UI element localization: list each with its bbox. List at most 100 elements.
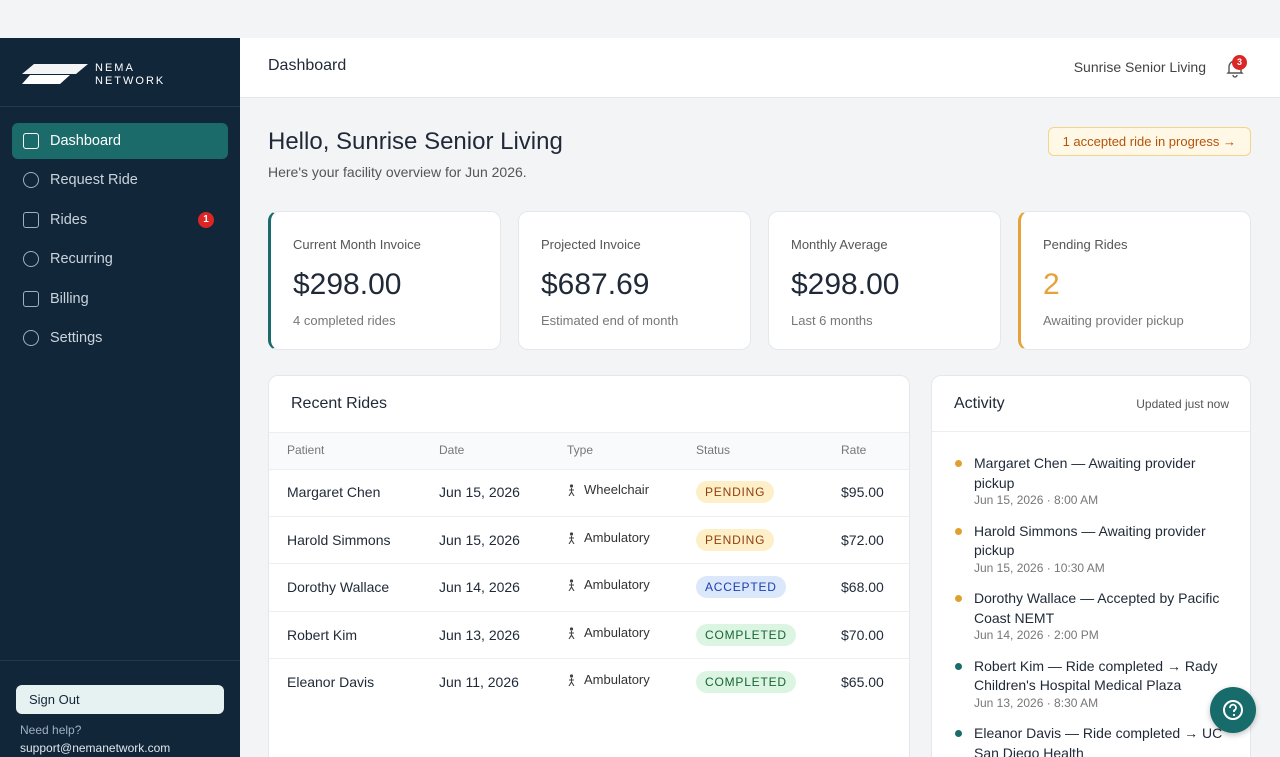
- type-icon: [567, 674, 577, 688]
- stat-card: Monthly Average $298.00 Last 6 months: [768, 211, 1001, 350]
- row-divider: [269, 515, 909, 517]
- greeting-subtitle: Here's your facility overview for Jun 20…: [268, 164, 527, 180]
- column-header: Status: [696, 443, 731, 457]
- activity-dot: [955, 595, 962, 602]
- ride-type: Wheelchair: [584, 482, 650, 497]
- help-text: Need help?: [20, 722, 82, 737]
- nav-icon: [23, 172, 39, 188]
- nav-item[interactable]: Request Ride: [50, 172, 138, 188]
- table-header-bg: [269, 432, 909, 470]
- support-email[interactable]: support@nemanetwork.com: [20, 740, 171, 755]
- rides-panel: Recent Rides Patient Date Type Status Rate Mar…: [268, 375, 910, 757]
- table-cell: Robert Kim: [287, 626, 358, 643]
- row-divider: [269, 658, 909, 659]
- type-icon: [567, 531, 577, 546]
- table-cell: Jun 11, 2026: [439, 674, 519, 690]
- header: [240, 38, 1280, 98]
- card-note: Estimated end of month: [541, 313, 679, 328]
- table-cell: Dorothy Wallace: [287, 579, 390, 595]
- column-header: Type: [567, 443, 594, 457]
- nav-item[interactable]: Settings: [50, 330, 103, 346]
- nav-active-bg[interactable]: [12, 123, 228, 159]
- table-cell: Jun 13, 2026: [439, 626, 520, 643]
- activity-dot: [955, 527, 962, 535]
- stat-card: Pending Rides 2 Awaiting provider pickup: [1018, 211, 1251, 350]
- activity-time: Jun 15, 2026 · 10:30 AM: [974, 560, 1105, 575]
- activity-text: Margaret Chen — Awaiting provider pickup: [974, 455, 1196, 491]
- activity-time: Jun 14, 2026 · 2:00 PM: [974, 628, 1099, 642]
- table-cell: $65.00: [841, 674, 884, 690]
- activity-time: Jun 13, 2026 · 8:30 AM: [974, 695, 1099, 710]
- stat-card: Current Month Invoice $298.00 4 completed …: [268, 211, 501, 350]
- progress-banner[interactable]: 1 accepted ride in progress →: [1047, 127, 1251, 156]
- activity-dot: [955, 460, 962, 467]
- greeting-title: Hello, Sunrise Senior Living: [268, 128, 563, 155]
- sidebar-divider: [0, 106, 240, 107]
- status-pill: PENDING: [696, 481, 775, 503]
- card-label: Projected Invoice: [541, 237, 641, 252]
- table-cell: Jun 15, 2026: [439, 531, 520, 548]
- card-value: $298.00: [791, 268, 900, 301]
- nav-item[interactable]: Billing: [50, 291, 89, 307]
- column-header: Patient: [287, 443, 325, 457]
- ride-type: Ambulatory: [584, 577, 650, 592]
- table-cell: $70.00: [841, 626, 884, 643]
- facility-name[interactable]: Sunrise Senior Living: [1073, 59, 1206, 75]
- card-label: Pending Rides: [1043, 237, 1128, 252]
- panel-title: Recent Rides: [291, 395, 388, 412]
- activity-text: Dorothy Wallace — Accepted by Pacific Co…: [974, 590, 1220, 626]
- panel-divider: [932, 431, 1250, 432]
- panel-title: Activity: [954, 395, 1005, 412]
- table-cell: $95.00: [841, 484, 884, 500]
- notification-badge: 3: [1232, 55, 1247, 70]
- status-pill: ACCEPTED: [696, 576, 786, 598]
- ride-type: Ambulatory: [584, 529, 650, 545]
- activity-time: Jun 15, 2026 · 8:00 AM: [974, 493, 1099, 507]
- nav-item[interactable]: Recurring: [50, 251, 113, 267]
- card-note: Last 6 months: [791, 313, 873, 328]
- page-title: Dashboard: [268, 57, 347, 74]
- table-cell: Harold Simmons: [287, 531, 391, 548]
- table-cell: $68.00: [841, 579, 884, 595]
- brand-text: NETWORK: [95, 74, 166, 87]
- type-icon: [567, 579, 577, 593]
- card-label: Monthly Average: [791, 237, 888, 252]
- card-value: $298.00: [293, 268, 402, 301]
- nav-item[interactable]: Rides: [50, 212, 88, 228]
- sign-out-label[interactable]: Sign Out: [29, 691, 80, 707]
- nav-badge: 1: [198, 212, 214, 228]
- activity-text: Harold Simmons — Awaiting provider picku…: [974, 522, 1206, 559]
- table-cell: Eleanor Davis: [287, 674, 375, 690]
- row-divider: [269, 610, 909, 612]
- activity-dot: [955, 730, 962, 737]
- activity-text: Eleanor Davis — Ride completed → UC San …: [974, 725, 1223, 757]
- nav-icon: [23, 330, 39, 346]
- table-cell: Jun 15, 2026: [439, 484, 520, 500]
- sidebar-divider: [0, 660, 240, 661]
- activity-text: Robert Kim — Ride completed → Rady Child…: [974, 657, 1218, 694]
- brand-text: NEMA: [95, 61, 135, 74]
- ride-type: Ambulatory: [584, 672, 650, 687]
- nav-item[interactable]: Dashboard: [50, 133, 121, 149]
- type-icon: [567, 484, 577, 498]
- stat-card: Projected Invoice $687.69 Estimated end of…: [518, 211, 751, 350]
- status-pill: PENDING: [696, 528, 775, 551]
- column-header: Rate: [841, 443, 867, 457]
- help-button[interactable]: [1210, 687, 1256, 733]
- card-value: 2: [1043, 268, 1060, 301]
- ride-type: Ambulatory: [584, 624, 650, 640]
- sign-out-button[interactable]: Sign Out: [16, 685, 224, 714]
- nav-icon: [23, 212, 39, 228]
- nav-icon: [23, 133, 39, 149]
- table-cell: Margaret Chen: [287, 484, 381, 500]
- activity-dot: [955, 662, 962, 670]
- table-cell: $72.00: [841, 531, 884, 548]
- type-icon: [567, 626, 577, 641]
- table-cell: Jun 14, 2026: [439, 579, 520, 595]
- updated-text: Updated just now: [1136, 397, 1229, 411]
- card-note: Awaiting provider pickup: [1043, 313, 1184, 328]
- activity-panel: Activity Updated just now Margaret Chen — …: [931, 375, 1251, 757]
- column-header: Date: [439, 443, 465, 457]
- card-value: $687.69: [541, 268, 650, 301]
